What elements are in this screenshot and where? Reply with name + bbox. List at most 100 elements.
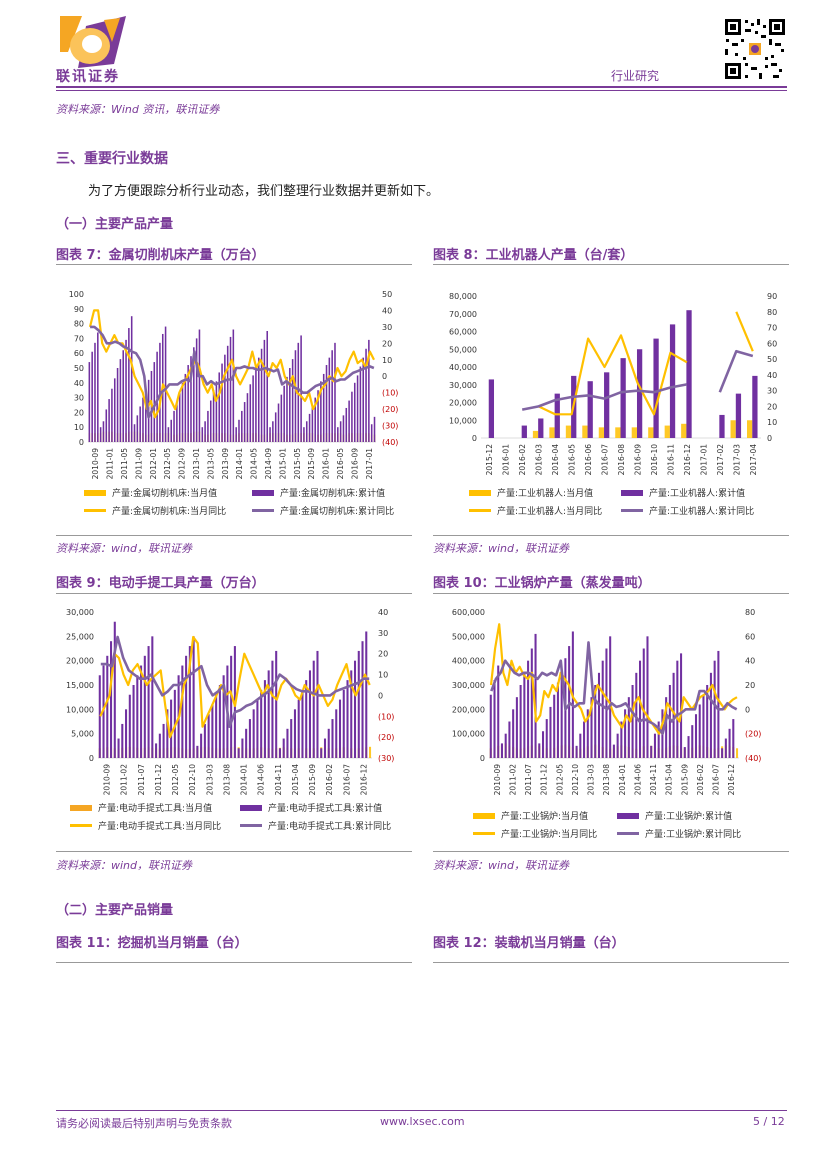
bar-cumulative [579,733,582,758]
section-title: 三、重要行业数据 [56,151,168,167]
bar-cumulative [176,402,178,442]
x-tick-label: 2016-07 [601,444,610,476]
x-tick-label: 2015-04 [291,764,300,796]
bar-cumulative [342,689,345,758]
bar-cumulative [604,372,610,438]
bar-cumulative [269,427,271,442]
footer-rule [56,1110,787,1111]
right-tick-label: (30) [382,422,398,431]
bar-cumulative [158,733,161,758]
bar-cumulative [246,393,249,442]
right-tick-label: (40) [745,754,761,763]
right-tick-label: (20) [378,733,394,742]
bar-cumulative [300,335,302,442]
bar-cumulative [147,646,150,758]
left-tick-label: 400,000 [452,657,485,666]
footer-disclaimer[interactable]: 请务必阅读最后特别声明与免责条款 [56,1117,232,1130]
bar-cumulative [627,697,630,758]
line-cumulative-yoy [521,383,688,411]
bar-cumulative [218,372,220,442]
bar-cumulative [193,347,195,442]
legend-c10-item: 产量:工业锅炉:当月值 [473,809,588,822]
x-tick-label: 2010-09 [91,448,100,480]
bar-cumulative [521,425,527,438]
x-tick-label: 2017-04 [749,444,758,476]
bar-cumulative [549,706,552,758]
bar-cumulative [308,413,311,442]
section-intro: 为了方便跟踪分析行业动态，我们整理行业数据并更新如下。 [88,184,440,199]
bar-cumulative [272,421,274,442]
bar-cumulative [334,342,336,442]
bar-cumulative [275,650,278,758]
line-monthly-yoy [735,311,754,352]
footer-url[interactable]: www.lxsec.com [380,1115,465,1128]
bar-cumulative [195,338,198,442]
bar-cumulative [162,723,165,758]
bar-cumulative [184,373,187,442]
chart-industrial-boiler: 0 100,000 200,000 300,000 400,000 500,000 600,… [452,608,762,796]
bar-cumulative [125,709,128,758]
bar-cumulative [620,721,623,758]
right-tick-label: 40 [378,608,388,617]
x-tick-label: 2016-01 [502,444,511,476]
left-tick-label: 0 [472,434,477,443]
right-tick-label: 30 [378,629,388,638]
bar-cumulative [702,694,705,758]
bar-cumulative [121,723,124,758]
x-tick-label: 2016-01 [322,448,331,480]
bar-cumulative [128,328,130,442]
bar-cumulative [192,636,195,758]
bar-cumulative [687,736,690,758]
x-tick-label: 2014-01 [235,448,244,480]
x-tick-label: 2016-09 [634,444,643,476]
bar-cumulative [657,721,660,758]
chart-metal-cutting-machine: 0 10 20 30 40 50 60 70 80 90 100 (40) (30) (20) (10) 0 1… [69,290,399,480]
bar-cumulative [88,362,91,442]
x-tick-label: 2010-09 [493,764,502,796]
bar-cumulative [98,675,101,758]
fig10-source: 资料来源：wind，联讯证券 [433,859,570,872]
bar-cumulative [297,699,300,758]
x-tick-label: 2017-02 [716,444,725,476]
header-section: 行业研究 [611,69,660,83]
legend-c7: 产量:金属切削机床:当月值 产量:金属切削机床:累计值 产量:金属切削机床:当月… [56,484,412,524]
left-tick-label: 80,000 [449,292,477,301]
legend-c9-label: 产量:电动手提式工具:当月值 [98,804,213,814]
bar-cumulative [303,427,305,442]
legend-c9-item: 产量:电动手提式工具:当月值 [70,801,212,814]
bar-cumulative [170,419,172,442]
bar-cumulative [325,365,328,442]
right-tick-label: 40 [745,657,755,666]
bar-cumulative [597,672,601,758]
legend-c8-label: 产量:工业机器人:当月值 [497,489,594,499]
bar-monthly [598,427,605,438]
legend-c8-label: 产量:工业机器人:累计同比 [649,507,755,517]
bar-cumulative [691,725,694,758]
bar-cumulative [215,694,218,758]
bar-cumulative [256,699,259,758]
bar-cumulative [338,699,342,758]
bar-cumulative [698,704,701,758]
bar-cumulative [620,358,626,439]
bar-cumulative [316,650,319,758]
c10-bottom-rule [433,851,789,852]
bar-cumulative [143,655,146,758]
legend-c10-item: 产量:工业锅炉:当月同比 [473,827,597,840]
left-tick-label: 200,000 [452,705,485,714]
right-tick-label: (40) [382,438,398,447]
bar-monthly [369,746,372,758]
fig9-source: 资料来源：wind，联讯证券 [56,859,193,872]
bar-cumulative [311,406,314,442]
bar-cumulative [91,351,93,442]
fig7-rule [56,264,412,265]
left-tick-label: 500,000 [452,632,485,641]
right-tick-label: 90 [767,292,777,301]
right-tick-label: 80 [767,308,777,317]
legend-c7-label: 产量:金属切削机床:当月同比 [112,507,227,517]
right-tick-label: 50 [767,355,777,364]
x-tick-label: 2017-01 [365,448,374,480]
bar-cumulative [116,368,119,442]
bar-cumulative [624,709,627,758]
bar-cumulative [317,390,319,442]
chart-electric-hand-tools: 0 5,000 10,000 15,000 20,000 25,000 30,000 (30)… [66,608,394,796]
